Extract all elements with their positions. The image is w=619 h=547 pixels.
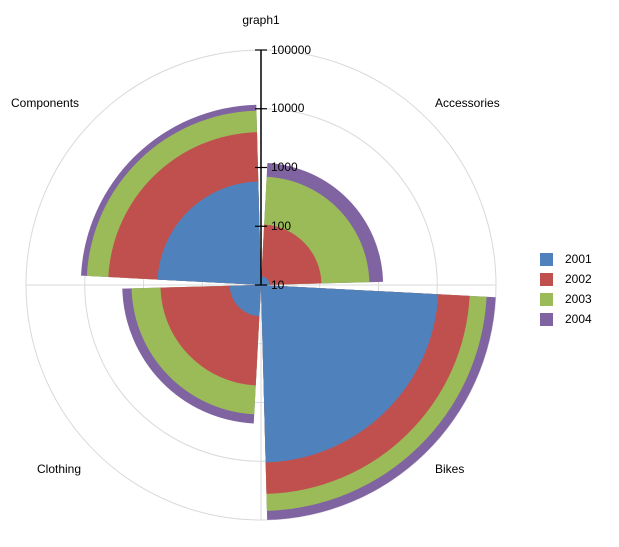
tick-label-100: 100 xyxy=(271,219,292,233)
legend-swatch-2004 xyxy=(540,312,553,326)
tick-label-1000: 1000 xyxy=(271,160,298,174)
legend-swatch-2002 xyxy=(540,272,553,286)
legend-item-2002: 2002 xyxy=(540,269,592,289)
sector-accessories-2001 xyxy=(261,276,270,285)
category-label-accessories: Accessories xyxy=(435,96,500,110)
category-label-clothing: Clothing xyxy=(37,462,82,476)
tick-label-100000: 100000 xyxy=(271,43,312,57)
legend-item-2003: 2003 xyxy=(540,289,592,309)
chart-title: graph1 xyxy=(242,13,280,27)
sector-accessories-2002 xyxy=(261,224,322,285)
legend-swatch-2003 xyxy=(540,292,553,306)
legend: 2001 2002 2003 2004 xyxy=(540,249,592,329)
legend-label: 2001 xyxy=(565,252,592,266)
legend-label: 2004 xyxy=(565,312,592,326)
sectors xyxy=(80,104,496,520)
tick-label-10: 10 xyxy=(271,278,285,292)
legend-item-2004: 2004 xyxy=(540,309,592,329)
sector-clothing-2002 xyxy=(160,285,261,386)
sector-clothing-2001 xyxy=(229,285,261,317)
sector-bikes-2001 xyxy=(261,285,439,463)
legend-label: 2002 xyxy=(565,272,592,286)
legend-swatch-2001 xyxy=(540,252,553,266)
legend-item-2001: 2001 xyxy=(540,249,592,269)
category-label-bikes: Bikes xyxy=(435,462,465,476)
category-label-components: Components xyxy=(11,96,80,110)
legend-label: 2003 xyxy=(565,292,592,306)
tick-label-10000: 10000 xyxy=(271,101,305,115)
sector-components-2001 xyxy=(157,181,261,285)
radial-axis xyxy=(255,49,267,286)
